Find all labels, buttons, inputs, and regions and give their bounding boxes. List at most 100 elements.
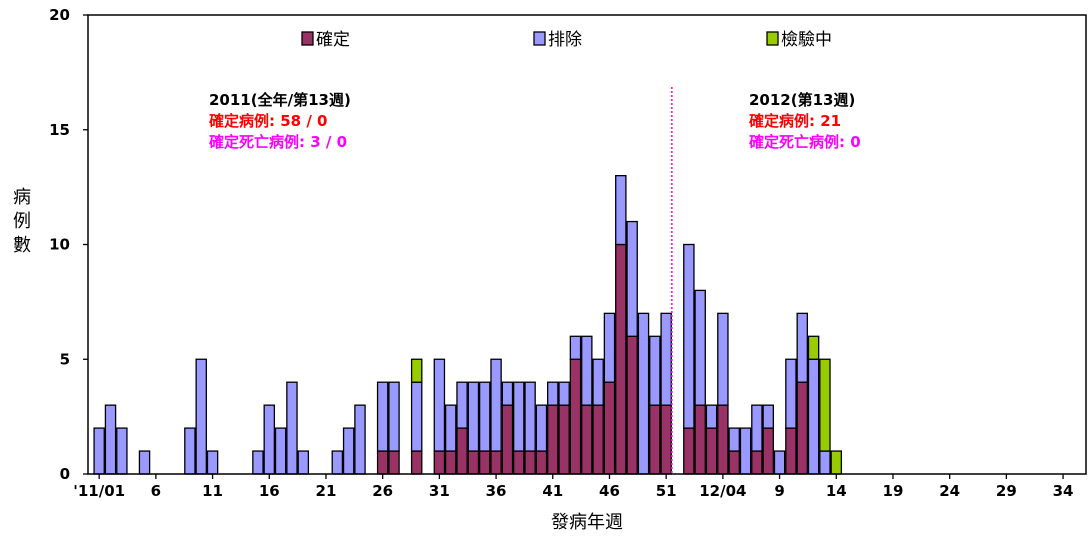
bar-排除-19: [297, 450, 310, 475]
bar-確定-55: [705, 427, 718, 475]
bar-排除-56: [717, 312, 729, 406]
bar-排除-3: [116, 427, 128, 475]
y-tick-label: 20: [49, 6, 70, 24]
bar-排除-58: [739, 427, 752, 475]
y-axis-title-char: 數: [13, 235, 31, 256]
bar-排除-27: [388, 381, 400, 452]
bar-排除-2: [104, 404, 117, 475]
annotation-2-line-1: 2012(第13週): [749, 91, 855, 109]
bar-確定-63: [796, 381, 809, 475]
x-tick-label: 41: [542, 482, 563, 500]
legend-label-檢驗中: 檢驗中: [781, 30, 832, 50]
bar-確定-44: [581, 404, 593, 475]
x-tick-label: 21: [316, 482, 337, 500]
x-axis-title: 發病年週: [551, 512, 623, 533]
x-tick-label: 24: [939, 482, 960, 500]
y-axis-title-char: 例: [13, 211, 31, 232]
bar-排除-11: [206, 450, 219, 475]
annotation-1-line-2: 確定病例: 58 / 0: [208, 112, 327, 130]
annotation-1-line-1: 2011(全年/第13週): [209, 91, 351, 109]
bar-排除-37: [501, 381, 514, 406]
bar-確定-56: [717, 404, 729, 475]
bar-確定-50: [649, 404, 661, 475]
bar-確定-48: [626, 335, 638, 475]
bar-排除-9: [184, 427, 196, 475]
bar-排除-22: [331, 450, 344, 475]
bar-排除-17: [274, 427, 287, 475]
x-tick-label: 19: [883, 482, 904, 500]
bar-排除-39: [524, 381, 536, 452]
x-tick-label: 16: [259, 482, 280, 500]
bar-排除-23: [342, 427, 355, 475]
bar-確定-43: [569, 358, 582, 475]
x-tick-label: 29: [996, 482, 1017, 500]
bar-檢驗中-64: [807, 335, 820, 360]
x-tick-label: 36: [486, 482, 507, 500]
bar-確定-35: [478, 450, 491, 475]
bar-排除-38: [513, 381, 525, 452]
bar-排除-44: [581, 335, 593, 406]
bar-排除-31: [433, 358, 446, 452]
x-tick-label: 46: [599, 482, 620, 500]
x-tick-label: 9: [774, 482, 784, 500]
annotation-2-line-2: 確定病例: 21: [748, 112, 841, 130]
bar-排除-41: [547, 381, 559, 406]
legend-swatch-檢驗中: [766, 31, 779, 46]
bar-排除-63: [796, 312, 809, 383]
bar-確定-33: [456, 427, 468, 475]
bar-確定-41: [547, 404, 559, 475]
bar-排除-5: [138, 450, 151, 475]
bar-排除-43: [569, 335, 582, 360]
bar-排除-42: [558, 381, 570, 406]
bar-確定-34: [467, 450, 480, 475]
bar-確定-40: [535, 450, 548, 475]
bar-確定-53: [683, 427, 695, 475]
bar-排除-26: [376, 381, 389, 452]
bar-排除-32: [444, 404, 457, 452]
x-tick-label: 14: [826, 482, 847, 500]
bar-排除-16: [263, 404, 276, 475]
bar-排除-53: [683, 243, 695, 429]
y-tick-label: 5: [60, 350, 70, 368]
bar-確定-47: [615, 243, 627, 475]
bar-檢驗中-29: [410, 358, 423, 383]
bar-排除-29: [410, 381, 423, 452]
y-axis-title-char: 病: [13, 187, 31, 208]
bar-檢驗中-66: [830, 450, 843, 475]
bar-排除-24: [354, 404, 366, 475]
bar-確定-42: [558, 404, 570, 475]
bar-確定-37: [501, 404, 514, 475]
bar-確定-59: [751, 450, 763, 475]
bar-排除-65: [819, 450, 831, 475]
bar-排除-40: [535, 404, 548, 452]
x-tick-label: 34: [1053, 482, 1074, 500]
bar-確定-39: [524, 450, 536, 475]
bar-確定-27: [388, 450, 400, 475]
x-tick-label: 11: [202, 482, 223, 500]
bar-確定-29: [410, 450, 423, 475]
legend-label-確定: 確定: [316, 30, 350, 50]
bar-確定-38: [513, 450, 525, 475]
bars: [93, 174, 843, 475]
bar-排除-55: [705, 404, 718, 429]
bar-排除-18: [286, 381, 298, 475]
annotation-1-line-3: 確定死亡病例: 3 / 0: [208, 133, 347, 151]
bar-確定-54: [694, 404, 706, 475]
bar-確定-60: [762, 427, 774, 475]
x-tick-label: 6: [151, 482, 161, 500]
bar-排除-10: [195, 358, 207, 475]
bar-排除-47: [615, 174, 627, 246]
y-tick-label: 0: [60, 465, 70, 483]
bar-確定-62: [785, 427, 797, 475]
bar-排除-49: [637, 312, 650, 475]
bar-排除-36: [490, 358, 502, 452]
x-tick-label: '11/01: [73, 482, 125, 500]
bar-排除-34: [467, 381, 480, 452]
legend-label-排除: 排除: [548, 30, 582, 50]
bar-排除-1: [93, 427, 105, 475]
x-tick-label: 31: [429, 482, 450, 500]
bar-排除-64: [807, 358, 820, 475]
y-tick-label: 10: [49, 236, 70, 254]
legend-swatch-確定: [301, 31, 314, 46]
